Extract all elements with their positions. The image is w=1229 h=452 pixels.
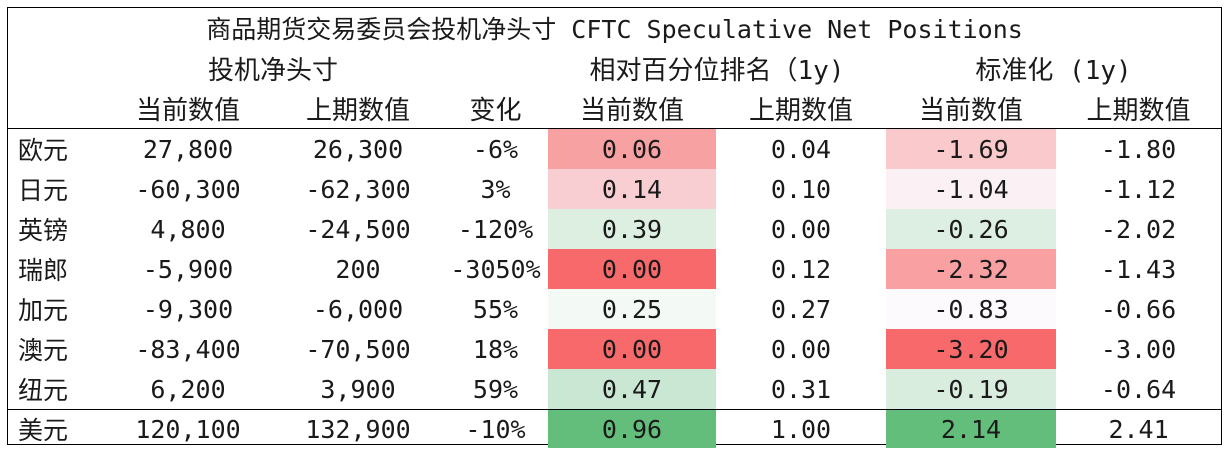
table-row: 瑞郎 -5,900 200 -3050% 0.00 0.12 -2.32 -1.43 xyxy=(8,249,1221,289)
standardized-previous: -0.64 xyxy=(1100,374,1177,404)
net-position-previous: -6,000 xyxy=(312,294,404,324)
net-position-current: -5,900 xyxy=(142,254,234,284)
net-position-change: -120% xyxy=(457,214,534,244)
positions-table: 商品期货交易委员会投机净头寸 CFTC Speculative Net Posi… xyxy=(8,8,1222,448)
standardized-current: -1.69 xyxy=(886,128,1056,169)
table-row: 加元 -9,300 -6,000 55% 0.25 0.27 -0.83 -0.66 xyxy=(8,289,1221,329)
percentile-rank-current: 0.00 xyxy=(548,329,716,369)
table-title: 商品期货交易委员会投机净头寸 CFTC Speculative Net Posi… xyxy=(206,15,1023,44)
net-position-previous: 26,300 xyxy=(312,134,404,164)
percentile-rank-previous: 1.00 xyxy=(716,409,886,448)
standardized-previous: -2.02 xyxy=(1100,214,1177,244)
column-header: 变化 xyxy=(443,88,548,129)
currency-name: 瑞郎 xyxy=(18,256,69,285)
group-standardized: 标准化 (1y) xyxy=(975,55,1132,86)
percentile-rank-previous: 0.00 xyxy=(770,334,832,364)
standardized-previous: -1.80 xyxy=(1100,134,1177,164)
group-percentile-rank: 相对百分位排名（1y) xyxy=(589,55,845,86)
net-position-previous: -70,500 xyxy=(305,334,411,364)
net-position-current: 4,800 xyxy=(150,214,226,244)
standardized-previous: -1.43 xyxy=(1100,254,1177,284)
net-position-change: 18% xyxy=(472,334,519,364)
group-spacer xyxy=(443,48,548,88)
table-row: 日元 -60,300 -62,300 3% 0.14 0.10 -1.04 -1.12 xyxy=(8,169,1221,209)
percentile-rank-current: 0.06 xyxy=(548,128,716,169)
standardized-previous: -0.66 xyxy=(1100,294,1177,324)
net-position-current: -83,400 xyxy=(135,334,241,364)
net-position-current: -60,300 xyxy=(135,174,241,204)
table-row: 英镑 4,800 -24,500 -120% 0.39 0.00 -0.26 -2.02 xyxy=(8,209,1221,249)
standardized-previous: -3.00 xyxy=(1100,334,1177,364)
currency-name: 纽元 xyxy=(18,376,69,405)
net-position-change: -3050% xyxy=(450,254,541,284)
standardized-current: -1.04 xyxy=(886,169,1056,209)
net-position-current: -9,300 xyxy=(142,294,234,324)
table-row: 欧元 27,800 26,300 -6% 0.06 0.04 -1.69 -1.80 xyxy=(8,128,1221,169)
currency-name: 澳元 xyxy=(18,336,69,365)
percentile-rank-current: 0.14 xyxy=(548,169,716,209)
group-net-positions: 投机净头寸 xyxy=(207,55,338,86)
percentile-rank-current: 0.25 xyxy=(548,289,716,329)
net-position-change: 3% xyxy=(480,174,511,204)
column-header: 当前数值 xyxy=(886,88,1056,129)
percentile-rank-current: 0.96 xyxy=(548,409,716,448)
net-position-change: 55% xyxy=(472,294,519,324)
net-position-current: 120,100 xyxy=(103,409,273,448)
percentile-rank-current: 0.39 xyxy=(548,209,716,249)
column-header: 当前数值 xyxy=(103,88,273,129)
column-header: 上期数值 xyxy=(1056,88,1222,129)
standardized-current: -0.26 xyxy=(886,209,1056,249)
group-spacer xyxy=(8,48,103,88)
net-position-previous: 200 xyxy=(335,254,381,284)
column-header: 上期数值 xyxy=(273,88,443,129)
standardized-current: -0.83 xyxy=(886,289,1056,329)
column-header: 当前数值 xyxy=(548,88,716,129)
net-position-previous: 132,900 xyxy=(273,409,443,448)
table-row: 纽元 6,200 3,900 59% 0.47 0.31 -0.19 -0.64 xyxy=(8,369,1221,410)
net-position-change: 59% xyxy=(472,374,519,404)
currency-name: 欧元 xyxy=(18,136,69,165)
percentile-rank-previous: 0.10 xyxy=(770,174,832,204)
net-position-previous: 3,900 xyxy=(320,374,396,404)
standardized-previous: -1.12 xyxy=(1100,174,1177,204)
currency-name: 加元 xyxy=(18,296,69,325)
percentile-rank-previous: 0.31 xyxy=(770,374,832,404)
standardized-current: 2.14 xyxy=(886,409,1056,448)
percentile-rank-current: 0.00 xyxy=(548,249,716,289)
standardized-current: -0.19 xyxy=(886,369,1056,410)
percentile-rank-current: 0.47 xyxy=(548,369,716,410)
net-position-change: -10% xyxy=(443,409,548,448)
column-header: 上期数值 xyxy=(716,88,886,129)
percentile-rank-previous: 0.12 xyxy=(770,254,832,284)
standardized-previous: 2.41 xyxy=(1056,409,1222,448)
percentile-rank-previous: 0.00 xyxy=(770,214,832,244)
standardized-current: -2.32 xyxy=(886,249,1056,289)
currency-name: 英镑 xyxy=(18,216,69,245)
net-position-current: 6,200 xyxy=(150,374,226,404)
net-position-previous: -24,500 xyxy=(305,214,411,244)
net-position-change: -6% xyxy=(472,134,519,164)
table-row: 美元 120,100 132,900 -10% 0.96 1.00 2.14 2.41 xyxy=(8,409,1222,448)
column-header-spacer xyxy=(8,88,103,129)
net-position-current: 27,800 xyxy=(142,134,234,164)
currency-name: 日元 xyxy=(18,176,69,205)
percentile-rank-previous: 0.04 xyxy=(770,134,832,164)
standardized-current: -3.20 xyxy=(886,329,1056,369)
table-row: 澳元 -83,400 -70,500 18% 0.00 0.00 -3.20 -3.00 xyxy=(8,329,1221,369)
percentile-rank-previous: 0.27 xyxy=(770,294,832,324)
currency-name: 美元 xyxy=(8,409,103,448)
net-position-previous: -62,300 xyxy=(305,174,411,204)
cftc-table-frame: 商品期货交易委员会投机净头寸 CFTC Speculative Net Posi… xyxy=(7,7,1222,448)
